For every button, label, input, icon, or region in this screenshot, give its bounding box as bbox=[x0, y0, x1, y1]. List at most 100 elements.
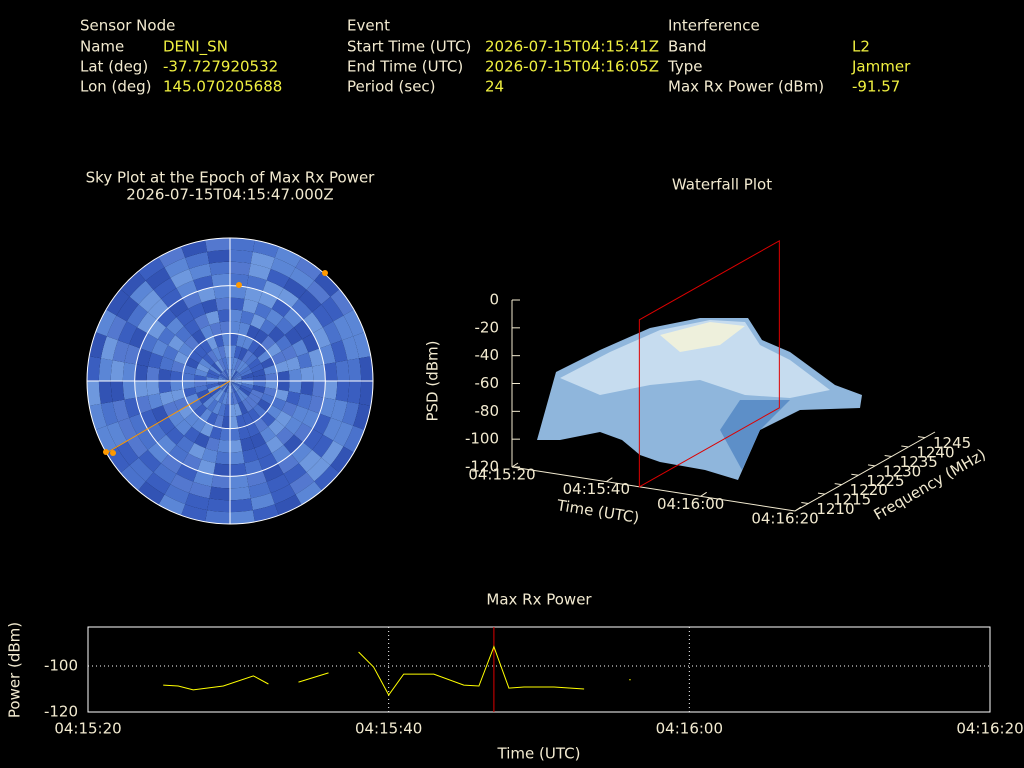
sky-cell bbox=[134, 364, 148, 381]
sky-cell bbox=[207, 498, 230, 513]
section-title: Interference bbox=[668, 17, 760, 35]
sky-cell bbox=[291, 405, 309, 423]
sky-cell bbox=[266, 342, 282, 358]
sky-cell bbox=[211, 362, 223, 374]
sky-cell bbox=[230, 474, 249, 489]
sky-cell bbox=[95, 309, 117, 337]
sky-cell bbox=[175, 326, 192, 343]
sky-cell bbox=[281, 345, 298, 361]
sky-cell bbox=[120, 271, 146, 297]
sky-cell bbox=[205, 437, 220, 452]
sky-cell bbox=[230, 378, 242, 381]
sky-cell bbox=[106, 315, 127, 341]
sky-cell bbox=[193, 344, 207, 358]
sky-cell bbox=[112, 399, 130, 422]
sky-cell bbox=[211, 388, 223, 400]
sky-cell bbox=[314, 271, 340, 297]
sky-cell bbox=[185, 357, 199, 369]
z-tick-label: -20 bbox=[475, 318, 500, 336]
sky-cell bbox=[221, 357, 228, 370]
sky-cell bbox=[217, 439, 230, 453]
sky-cell bbox=[271, 444, 292, 464]
sky-cell bbox=[234, 403, 243, 417]
sky-cell bbox=[250, 363, 264, 373]
sky-cell bbox=[153, 277, 177, 299]
sky-cell bbox=[136, 348, 152, 367]
sky-cell bbox=[347, 358, 362, 381]
sky-cell bbox=[281, 401, 298, 417]
sky-cell bbox=[209, 261, 230, 276]
sky-cell bbox=[207, 385, 220, 393]
sky-subtitle: 2026-07-15T04:15:47.000Z bbox=[126, 186, 333, 204]
sky-cell bbox=[263, 364, 277, 375]
sky-cell bbox=[230, 463, 247, 477]
time-tick bbox=[511, 462, 519, 468]
sky-cell bbox=[230, 381, 242, 387]
field-value: DENI_SN bbox=[163, 38, 228, 57]
epoch-plane bbox=[638, 239, 780, 488]
sky-cell bbox=[236, 334, 247, 348]
sky-cell bbox=[124, 344, 141, 365]
field-value: 2026-07-15T04:16:05Z bbox=[485, 58, 659, 76]
sky-cell bbox=[323, 381, 338, 400]
surface-highlight bbox=[560, 320, 830, 398]
sky-cell bbox=[260, 411, 276, 427]
field-label: Band bbox=[668, 38, 707, 56]
sky-cell bbox=[257, 350, 272, 364]
sky-cell bbox=[194, 374, 207, 381]
sky-cell bbox=[230, 404, 237, 417]
sky-cell bbox=[230, 381, 236, 393]
sky-cell bbox=[252, 385, 266, 394]
freq-tick bbox=[901, 445, 909, 448]
sky-cell bbox=[238, 401, 248, 415]
sky-cell bbox=[199, 339, 213, 354]
sky-cell bbox=[359, 381, 373, 406]
sky-cell bbox=[323, 362, 338, 381]
sky-cell bbox=[234, 391, 242, 404]
sky-cell bbox=[230, 273, 249, 288]
sky-cell bbox=[145, 267, 171, 290]
sky-cell bbox=[106, 421, 127, 447]
sky-cell bbox=[263, 387, 277, 398]
sky-cell bbox=[206, 412, 218, 426]
sky-cell bbox=[178, 342, 194, 358]
sky-cell bbox=[262, 463, 284, 482]
sky-cell bbox=[137, 312, 157, 334]
z-tick-label: -100 bbox=[465, 430, 499, 448]
sky-cell bbox=[293, 319, 313, 340]
waterfall-title: Waterfall Plot bbox=[672, 176, 772, 194]
time-axis bbox=[511, 466, 796, 512]
sky-cell bbox=[258, 453, 278, 471]
sky-cell bbox=[238, 322, 251, 337]
sky-cell bbox=[147, 352, 163, 369]
power-plot: 04:15:20 04:15:40 04:16:00 04:16:20 -120 -100… bbox=[6, 622, 1024, 763]
sky-cell bbox=[230, 392, 235, 405]
sky-cell bbox=[194, 432, 210, 449]
sky-cell bbox=[248, 358, 261, 370]
sky-cell bbox=[157, 308, 177, 328]
sky-cell bbox=[161, 288, 183, 308]
sky-cell bbox=[253, 381, 266, 388]
sky-cell bbox=[153, 463, 177, 485]
sky-cell bbox=[253, 417, 269, 433]
sky-cell bbox=[312, 364, 326, 381]
sky-cell bbox=[188, 302, 206, 320]
sky-cell bbox=[230, 357, 235, 370]
sky-cell bbox=[298, 449, 322, 473]
sky-cell bbox=[218, 378, 230, 381]
time-tick-label: 04:15:40 bbox=[563, 480, 630, 498]
sky-cell bbox=[359, 356, 373, 381]
sky-cell bbox=[199, 358, 212, 370]
sky-cell bbox=[270, 484, 296, 505]
sky-cell bbox=[276, 370, 290, 381]
sky-cell bbox=[174, 397, 189, 411]
sky-cell bbox=[182, 381, 195, 390]
sky-cell bbox=[170, 381, 184, 392]
sky-cell bbox=[236, 390, 246, 402]
sky-cell bbox=[298, 289, 322, 313]
sky-cell bbox=[158, 368, 172, 381]
sky-cell bbox=[205, 310, 220, 325]
sky-cell bbox=[122, 362, 137, 381]
sky-cell bbox=[199, 408, 213, 423]
sky-cell bbox=[209, 365, 221, 375]
